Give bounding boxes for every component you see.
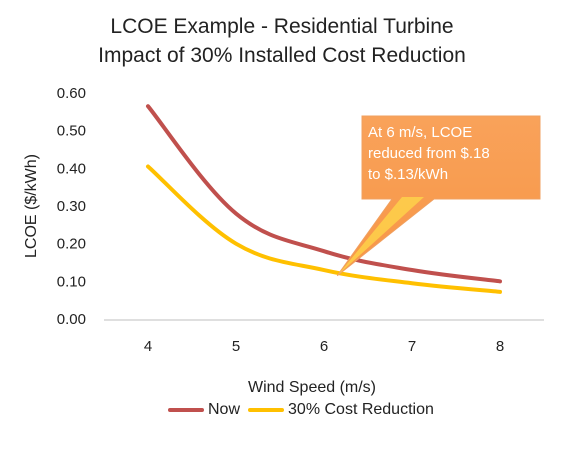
- annotation-line: reduced from $.18: [368, 145, 490, 162]
- series-line-cost-reduction: [146, 164, 502, 294]
- annotation-callout-box: [336, 115, 541, 277]
- annotation-pointer: [337, 197, 424, 276]
- x-tick-label: 6: [320, 338, 328, 355]
- y-tick-label: 0.20: [57, 236, 86, 253]
- y-tick-label: 0.60: [57, 85, 86, 102]
- legend-swatch-now: [168, 408, 204, 412]
- legend-swatch-cost-reduction: [248, 408, 285, 412]
- x-tick-label: 7: [408, 338, 416, 355]
- y-tick-label: 0.00: [57, 311, 86, 328]
- chart-subtitle: Impact of 30% Installed Cost Reduction: [98, 44, 466, 67]
- y-tick-label: 0.40: [57, 160, 86, 177]
- annotation-line: to $.13/kWh: [368, 166, 449, 183]
- series-line-now: [146, 104, 502, 284]
- legend-label-now: Now: [208, 401, 241, 418]
- x-tick-label: 8: [496, 338, 504, 355]
- annotation-callout-text: At 6 m/s, LCOE reduced from $.18 to $.13…: [368, 122, 538, 185]
- x-tick-label: 5: [232, 338, 240, 355]
- x-axis-title: Wind Speed (m/s): [248, 379, 376, 396]
- legend-label-cost-reduction: 30% Cost Reduction: [288, 401, 434, 418]
- legend-item-cost-reduction: 30% Cost Reduction: [248, 401, 434, 419]
- legend-item-now: Now: [168, 401, 240, 419]
- y-tick-label: 0.10: [57, 273, 86, 290]
- annotation-line: At 6 m/s, LCOE: [368, 124, 473, 141]
- chart-title: LCOE Example - Residential Turbine: [110, 15, 454, 38]
- y-axis-title: LCOE ($/kWh): [23, 154, 40, 258]
- y-tick-label: 0.30: [57, 198, 86, 215]
- y-tick-label: 0.50: [57, 123, 86, 140]
- chart-legend: Now 30% Cost Reduction: [168, 401, 442, 419]
- x-tick-label: 4: [144, 338, 152, 355]
